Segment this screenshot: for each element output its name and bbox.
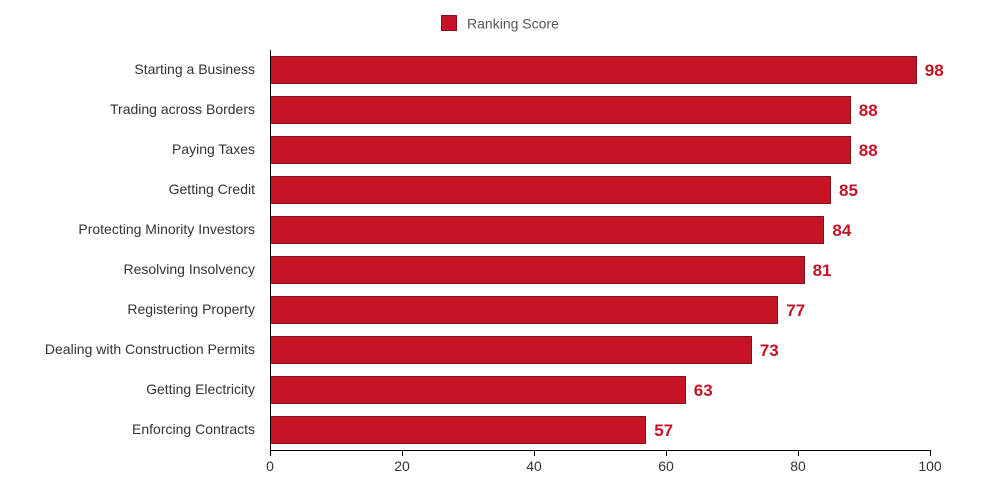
bar [270, 136, 851, 164]
x-axis-line [270, 450, 930, 451]
x-tick-mark [798, 450, 799, 456]
category-label: Paying Taxes [0, 141, 255, 157]
bar [270, 336, 752, 364]
y-axis-line [270, 50, 271, 450]
x-tick-mark [534, 450, 535, 456]
bar-value: 84 [832, 221, 851, 241]
x-tick-label: 40 [526, 458, 542, 474]
bar [270, 96, 851, 124]
bar-value: 57 [654, 421, 673, 441]
bar [270, 296, 778, 324]
x-tick-label: 0 [266, 458, 274, 474]
category-label: Resolving Insolvency [0, 261, 255, 277]
bar-value: 77 [786, 301, 805, 321]
plot-area: 98888885848177736357 020406080100 [270, 50, 930, 450]
category-label: Enforcing Contracts [0, 421, 255, 437]
bar-value: 73 [760, 341, 779, 361]
category-label: Registering Property [0, 301, 255, 317]
legend-label: Ranking Score [467, 15, 559, 31]
category-label: Protecting Minority Investors [0, 221, 255, 237]
x-tick-mark [666, 450, 667, 456]
x-tick-label: 60 [658, 458, 674, 474]
x-tick-label: 100 [918, 458, 941, 474]
bar-value: 88 [859, 141, 878, 161]
bar [270, 176, 831, 204]
x-tick-mark [930, 450, 931, 456]
category-label: Getting Credit [0, 181, 255, 197]
chart-legend: Ranking Score [0, 14, 1000, 31]
category-label: Getting Electricity [0, 381, 255, 397]
bar [270, 216, 824, 244]
category-label: Trading across Borders [0, 101, 255, 117]
category-label: Starting a Business [0, 61, 255, 77]
legend-swatch [441, 15, 457, 31]
x-tick-mark [402, 450, 403, 456]
bar [270, 416, 646, 444]
category-label: Dealing with Construction Permits [0, 341, 255, 357]
bar [270, 56, 917, 84]
x-tick-label: 20 [394, 458, 410, 474]
bar-value: 81 [813, 261, 832, 281]
bar [270, 256, 805, 284]
bar [270, 376, 686, 404]
bar-value: 98 [925, 61, 944, 81]
x-tick-label: 80 [790, 458, 806, 474]
x-tick-mark [270, 450, 271, 456]
bar-value: 63 [694, 381, 713, 401]
bar-value: 85 [839, 181, 858, 201]
ranking-score-chart: Ranking Score Starting a Business Trading… [0, 0, 1000, 500]
bar-value: 88 [859, 101, 878, 121]
